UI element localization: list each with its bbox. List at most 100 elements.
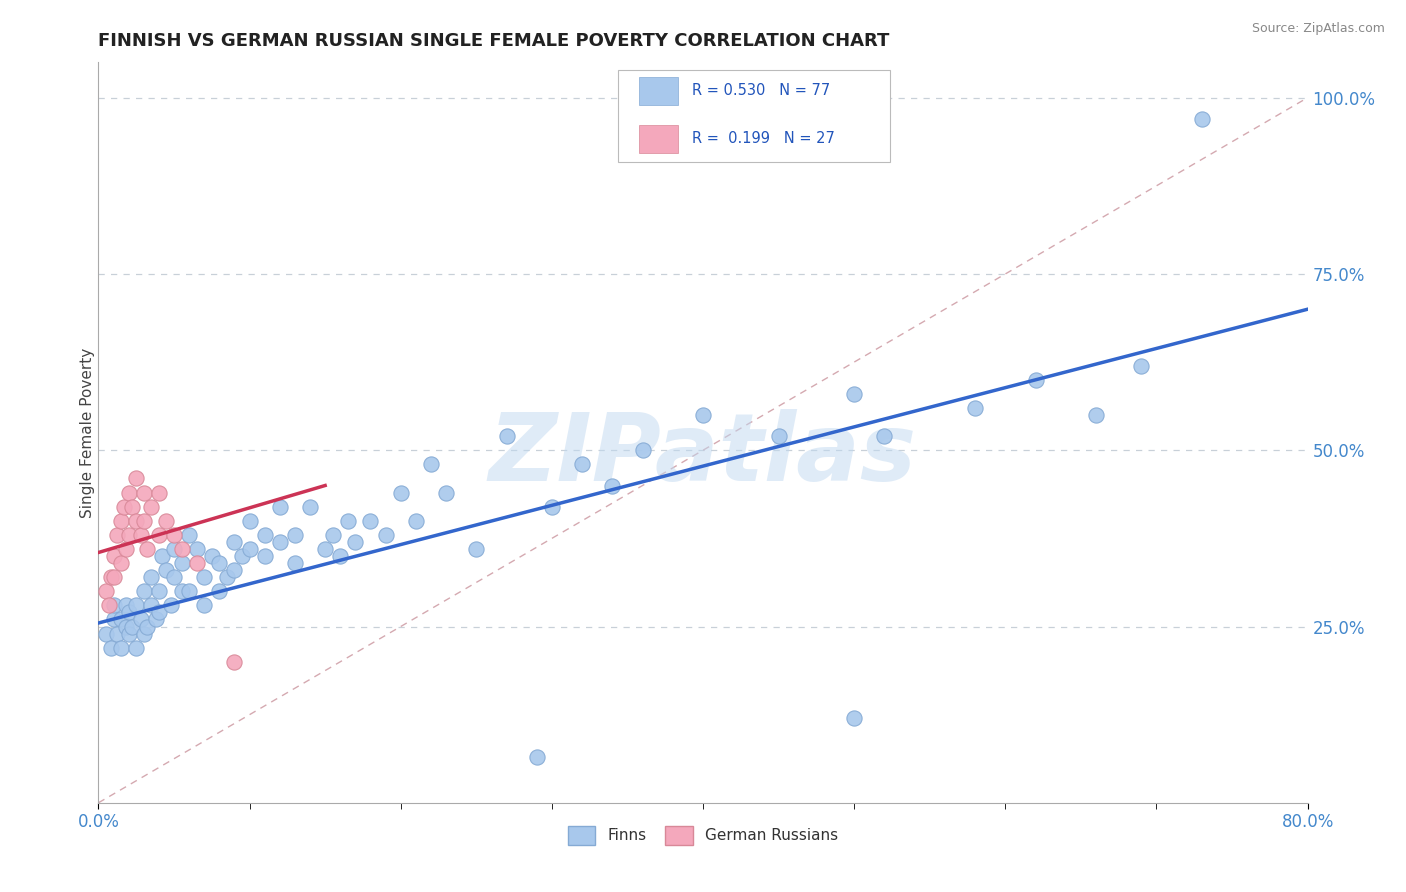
Point (208, 556, 231, 570)
Point (155, 563, 177, 577)
Point (231, 549, 253, 563)
Point (344, 535, 367, 549)
Point (768, 429, 790, 443)
Point (112, 500, 135, 514)
Point (132, 626, 155, 640)
Text: R =  0.199   N = 27: R = 0.199 N = 27 (692, 131, 835, 146)
Point (125, 599, 148, 613)
Point (114, 599, 136, 613)
Point (170, 541, 193, 556)
Point (105, 626, 128, 640)
Point (602, 478, 624, 492)
Point (571, 458, 593, 472)
Point (148, 528, 170, 542)
Point (132, 584, 155, 599)
Point (110, 640, 132, 655)
Point (239, 514, 262, 528)
Point (215, 570, 238, 584)
Point (155, 514, 177, 528)
Legend: Finns, German Russians: Finns, German Russians (562, 820, 844, 851)
Point (170, 584, 193, 599)
Point (1085, 408, 1108, 422)
Point (141, 500, 163, 514)
Point (110, 612, 132, 626)
Point (148, 606, 170, 620)
Point (148, 485, 170, 500)
Point (253, 549, 276, 563)
Point (105, 528, 128, 542)
Point (299, 500, 322, 514)
Point (336, 514, 359, 528)
Point (163, 541, 186, 556)
Point (224, 563, 246, 577)
Point (160, 599, 183, 613)
Point (118, 528, 141, 542)
Point (118, 626, 141, 640)
Point (201, 549, 224, 563)
Point (389, 485, 412, 500)
Point (141, 599, 163, 613)
Point (121, 619, 143, 633)
Point (114, 619, 136, 633)
Point (103, 570, 125, 584)
Point (844, 711, 866, 725)
Point (208, 584, 231, 599)
Point (844, 387, 866, 401)
Point (495, 429, 517, 443)
Point (103, 612, 125, 626)
Point (118, 606, 141, 620)
Point (170, 556, 193, 570)
Point (135, 541, 157, 556)
Point (121, 500, 143, 514)
Point (1191, 112, 1213, 126)
Point (284, 556, 307, 570)
Point (465, 541, 488, 556)
Point (125, 640, 148, 655)
Point (269, 500, 291, 514)
Point (405, 514, 427, 528)
Point (125, 471, 148, 485)
Point (132, 485, 155, 500)
Point (179, 528, 201, 542)
Bar (638, 125, 678, 153)
Point (193, 599, 215, 613)
Point (1130, 359, 1153, 373)
Point (98, 599, 121, 613)
Text: ZIPatlas: ZIPatlas (489, 409, 917, 500)
Point (141, 570, 163, 584)
Point (186, 541, 208, 556)
Point (94, 626, 117, 640)
Point (129, 612, 152, 626)
Point (193, 570, 215, 584)
Point (163, 528, 186, 542)
Point (118, 485, 141, 500)
Point (103, 549, 125, 563)
Point (873, 429, 896, 443)
Point (269, 535, 291, 549)
Point (434, 485, 457, 500)
Point (360, 514, 382, 528)
Point (631, 443, 654, 458)
FancyBboxPatch shape (619, 70, 890, 162)
Point (526, 750, 548, 764)
Y-axis label: Single Female Poverty: Single Female Poverty (80, 348, 94, 517)
Point (692, 408, 714, 422)
Point (129, 528, 152, 542)
Point (135, 619, 157, 633)
Point (103, 599, 125, 613)
Point (132, 514, 155, 528)
Point (100, 640, 122, 655)
Point (329, 549, 352, 563)
Point (125, 514, 148, 528)
Point (224, 535, 246, 549)
Point (100, 570, 122, 584)
Point (179, 584, 201, 599)
Text: Source: ZipAtlas.com: Source: ZipAtlas.com (1251, 22, 1385, 36)
Point (224, 655, 246, 669)
Point (239, 541, 262, 556)
Point (374, 528, 396, 542)
Point (110, 514, 132, 528)
Point (314, 541, 336, 556)
Point (322, 528, 344, 542)
Bar (638, 77, 678, 104)
